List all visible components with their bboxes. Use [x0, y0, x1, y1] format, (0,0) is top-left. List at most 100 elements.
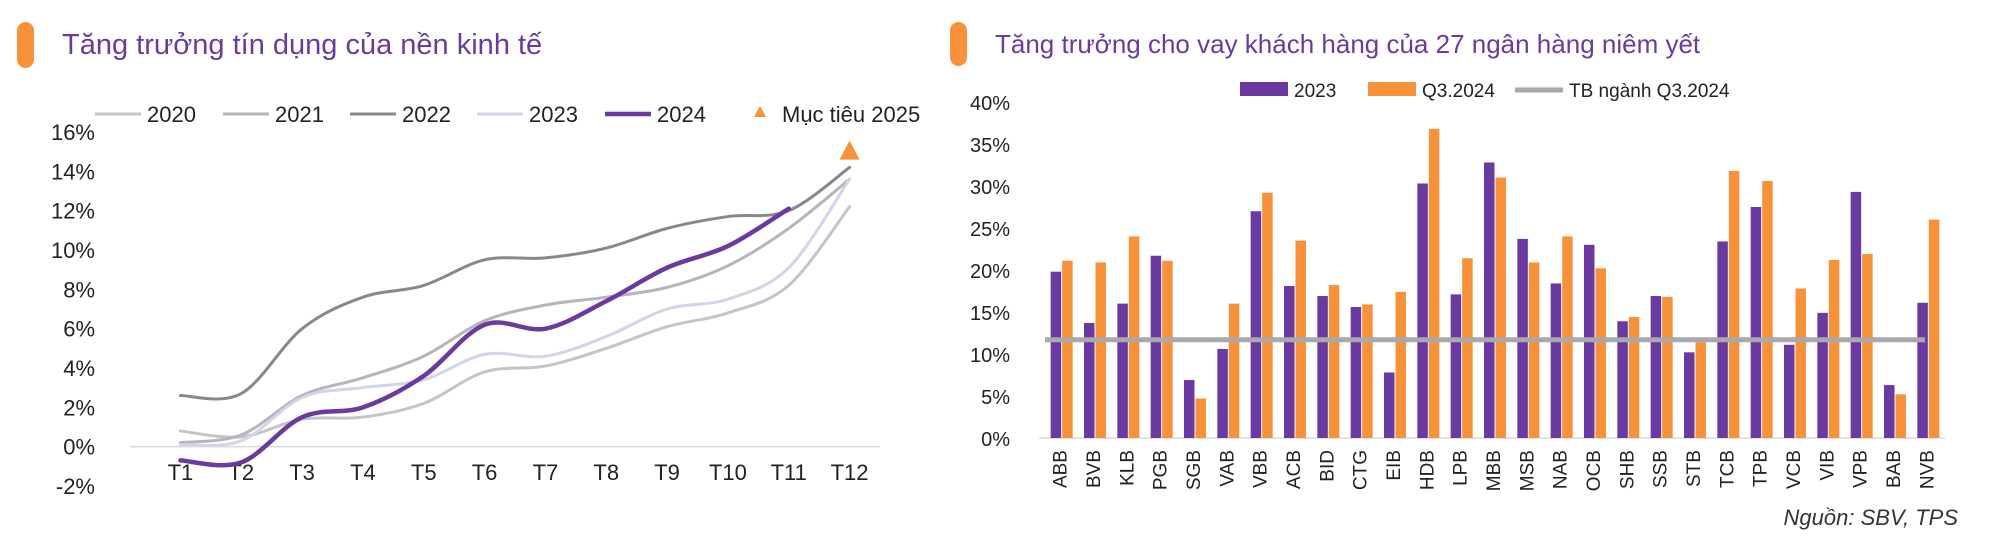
bar-MBB-2023	[1484, 162, 1495, 438]
legend-label-2024: 2024	[657, 102, 706, 127]
bar-CTG-2023	[1350, 306, 1362, 438]
bar-HDB-2023	[1417, 183, 1428, 438]
bar-SGB-2023	[1184, 380, 1195, 438]
x-tick-label: T9	[654, 460, 680, 485]
x-tick-label: VCB	[1784, 450, 1805, 489]
y-tick-label: -2%	[56, 474, 95, 499]
right-chart-title: Tăng trưởng cho vay khách hàng của 27 ng…	[950, 22, 1700, 66]
bar-BAB-2023	[1884, 385, 1895, 438]
y-tick-label: 12%	[51, 199, 95, 224]
x-tick-label: T7	[533, 460, 559, 485]
bar-PGB-Q3.2024	[1162, 260, 1173, 438]
bar-NVB-Q3.2024	[1928, 219, 1940, 438]
bar-EIB-Q3.2024	[1395, 291, 1406, 438]
bar-VCB-2023	[1784, 344, 1795, 438]
x-tick-label: BID	[1317, 450, 1338, 482]
bar-CTG-Q3.2024	[1362, 304, 1373, 438]
bar-SSB-2023	[1650, 296, 1662, 438]
bar-BVB-2023	[1084, 322, 1095, 438]
y-tick-label: 10%	[51, 238, 95, 263]
left-chart-title-text: Tăng trưởng tín dụng của nền kinh tế	[62, 28, 543, 61]
x-tick-label: TPB	[1751, 450, 1772, 487]
x-tick-label: T8	[593, 460, 619, 485]
title-marker-icon	[950, 22, 967, 66]
legend-label-2020: 2020	[147, 102, 196, 127]
y-tick-label: 6%	[63, 317, 95, 342]
legend-swatch-2023	[1240, 82, 1288, 96]
legend-swatch-Q3.2024	[1368, 82, 1416, 96]
y-tick-label: 40%	[970, 93, 1010, 115]
bar-SGB-Q3.2024	[1195, 398, 1206, 438]
x-tick-label: T4	[350, 460, 376, 485]
x-tick-label: ACB	[1284, 450, 1305, 489]
y-tick-label: 2%	[63, 395, 95, 420]
y-tick-label: 15%	[970, 303, 1010, 325]
x-tick-label: BAB	[1884, 450, 1905, 488]
bar-BID-Q3.2024	[1328, 285, 1340, 438]
legend-label: Q3.2024	[1422, 81, 1495, 102]
bar-VIB-Q3.2024	[1828, 259, 1840, 438]
series-line-2023	[178, 177, 852, 447]
x-tick-label: VIB	[1817, 450, 1838, 481]
x-tick-label: OCB	[1584, 450, 1605, 491]
x-tick-label: NVB	[1917, 450, 1938, 489]
legend-label-2021: 2021	[275, 102, 324, 127]
x-tick-label: PGB	[1151, 450, 1172, 490]
x-tick-label: T5	[411, 460, 437, 485]
x-tick-label: T10	[709, 460, 747, 485]
y-tick-label: 0%	[981, 429, 1010, 451]
bar-VAB-2023	[1217, 348, 1228, 438]
y-tick-label: 16%	[51, 120, 95, 145]
title-marker-icon	[17, 22, 34, 68]
y-tick-label: 35%	[970, 135, 1010, 157]
y-tick-label: 5%	[981, 387, 1010, 409]
x-tick-label: TCB	[1717, 450, 1738, 488]
bar-NAB-2023	[1550, 283, 1562, 438]
bar-HDB-Q3.2024	[1428, 128, 1440, 438]
y-tick-label: 8%	[63, 277, 95, 302]
x-tick-label: EIB	[1384, 450, 1405, 481]
x-tick-label: T11	[771, 460, 807, 485]
series-line-2021	[178, 177, 852, 445]
legend-label: 2023	[1294, 81, 1336, 102]
bar-VIB-2023	[1817, 312, 1828, 438]
x-tick-label: KLB	[1117, 450, 1138, 486]
legend-label-target: Mục tiêu 2025	[782, 102, 920, 127]
bar-MBB-Q3.2024	[1495, 177, 1506, 438]
bar-ACB-2023	[1284, 285, 1295, 438]
credit-growth-line-chart: -2%0%2%4%6%8%10%12%14%16%T1 T2 T3 T4 T5 T6 T7 T…	[51, 102, 920, 499]
x-tick-label: T6	[472, 460, 498, 485]
x-tick-label: SSB	[1651, 450, 1672, 488]
bar-LPB-Q3.2024	[1462, 258, 1473, 438]
legend-label-2023: 2023	[529, 102, 578, 127]
bar-VCB-Q3.2024	[1795, 288, 1806, 438]
x-tick-label: T1	[168, 460, 194, 485]
x-tick-label: MBB	[1484, 450, 1505, 491]
bar-VPB-Q3.2024	[1862, 254, 1873, 438]
x-tick-label: CTG	[1351, 450, 1372, 490]
x-tick-label: ABB	[1051, 450, 1072, 488]
legend-swatch-target	[754, 106, 766, 117]
x-tick-label: HDB	[1417, 450, 1438, 490]
bar-BAB-Q3.2024	[1895, 394, 1906, 438]
bar-BVB-Q3.2024	[1095, 262, 1106, 438]
x-tick-label: STB	[1684, 450, 1705, 487]
y-tick-label: 0%	[63, 435, 95, 460]
bar-OCB-Q3.2024	[1595, 268, 1606, 438]
target-marker	[839, 140, 860, 160]
bar-SSB-Q3.2024	[1662, 296, 1673, 438]
bar-NAB-Q3.2024	[1562, 236, 1573, 438]
bar-TCB-Q3.2024	[1728, 170, 1740, 438]
x-tick-label: VAB	[1217, 450, 1238, 487]
x-tick-label: SGB	[1184, 450, 1205, 490]
y-tick-label: 30%	[970, 177, 1010, 199]
legend-label: TB ngành Q3.2024	[1569, 81, 1730, 102]
bar-VBB-Q3.2024	[1262, 192, 1273, 438]
bar-EIB-2023	[1384, 372, 1395, 438]
bar-ABB-2023	[1050, 271, 1062, 438]
y-tick-label: 14%	[51, 159, 95, 184]
series-line-2020	[178, 205, 852, 439]
x-tick-label: BVB	[1084, 450, 1105, 488]
legend-label-2022: 2022	[402, 102, 451, 127]
bar-SHB-Q3.2024	[1628, 317, 1640, 438]
